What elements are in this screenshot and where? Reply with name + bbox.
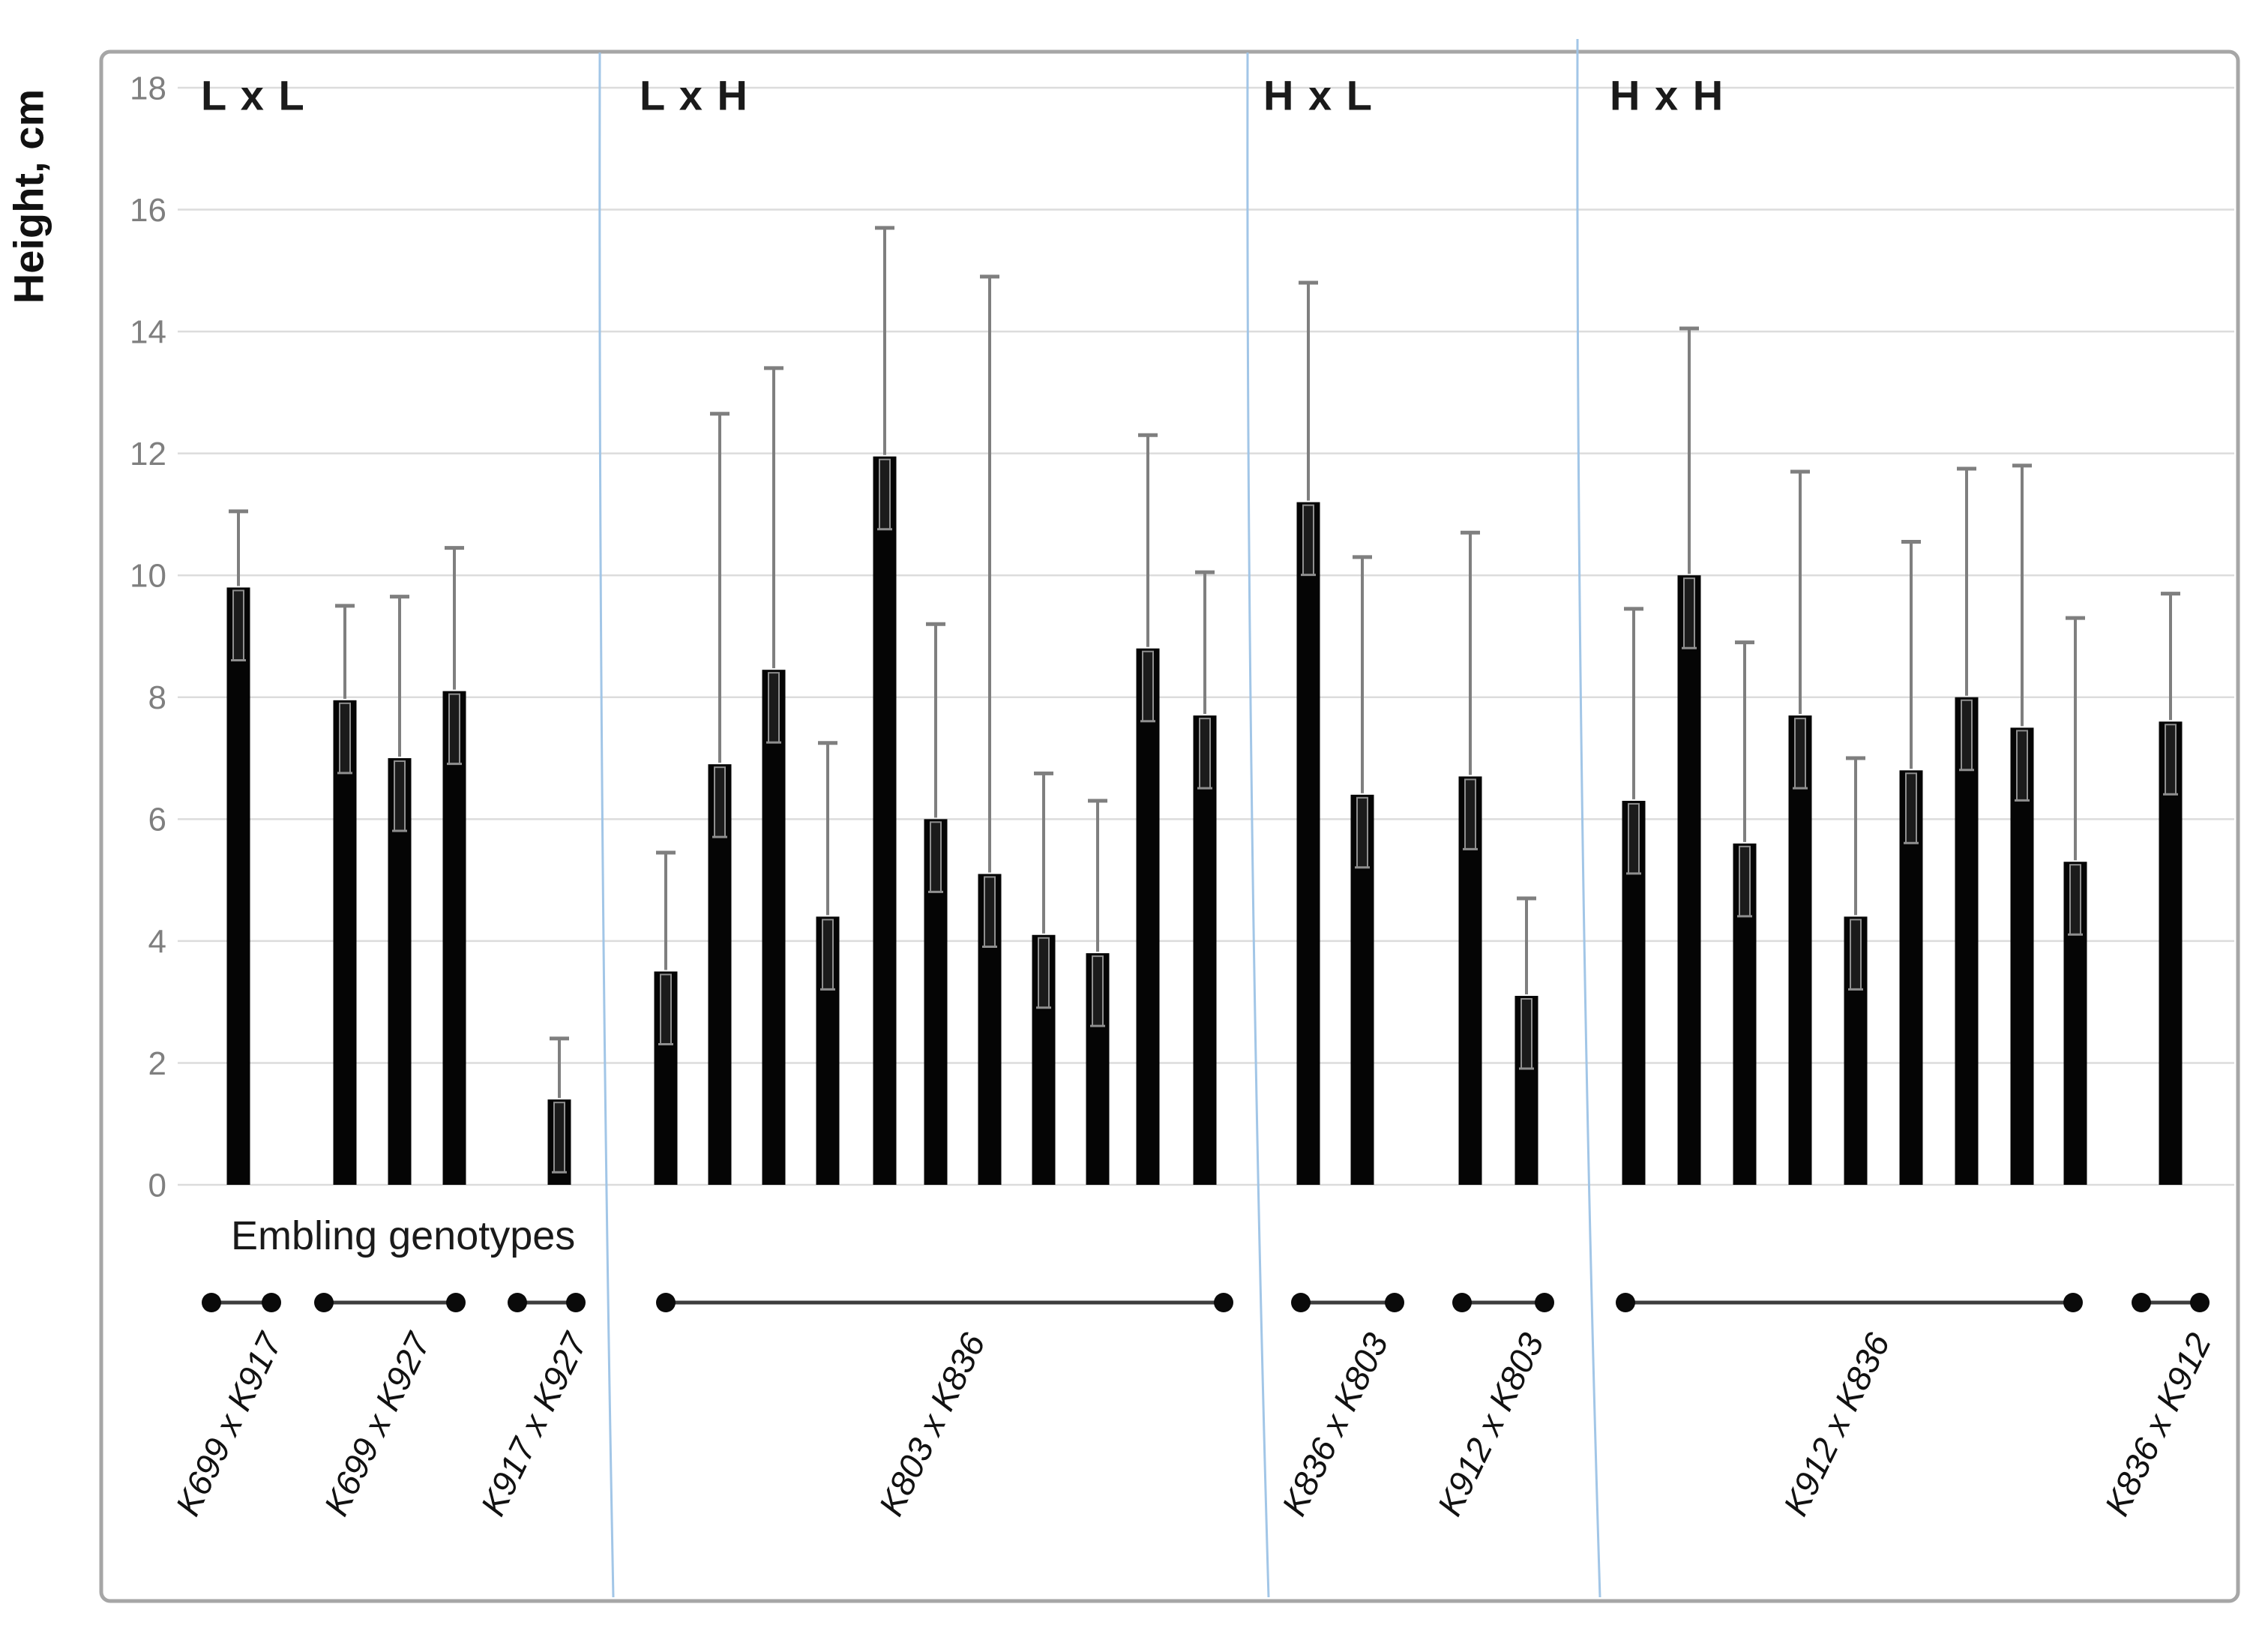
bar (762, 670, 786, 1185)
y-tick-label: 4 (148, 923, 166, 960)
group-divider-line (1576, 38, 1601, 1598)
error-whisker-lower (232, 589, 244, 661)
family-label: K836 x K912 (2097, 1327, 2219, 1522)
bar (442, 691, 466, 1185)
error-whisker-lower (879, 458, 891, 530)
family-label: K836 x K803 (1274, 1327, 1395, 1522)
family-span-dot (2132, 1293, 2151, 1312)
family-label: K917 x K927 (473, 1326, 595, 1522)
error-whisker-lower (1739, 845, 1751, 917)
family-span-dot (1214, 1293, 1233, 1312)
error-whisker-lower (2016, 730, 2028, 802)
error-whisker-lower (1038, 937, 1050, 1009)
family-label: K699 x K927 (316, 1326, 439, 1522)
x-axis-title: Embling genotypes (231, 1213, 576, 1258)
error-whisker-lower (714, 766, 726, 838)
error-whisker-lower (1520, 998, 1532, 1070)
bar (1955, 697, 1979, 1185)
error-whisker-lower (822, 919, 834, 991)
bar (1193, 715, 1217, 1185)
family-span-dot (1535, 1293, 1554, 1312)
family-span-dot (1385, 1293, 1404, 1312)
group-label: H x L (1263, 72, 1374, 119)
y-tick-label: 14 (130, 313, 166, 350)
error-whisker-lower (660, 973, 672, 1045)
family-span-dot (656, 1293, 676, 1312)
group-label: L x L (201, 72, 306, 119)
error-whisker-lower (1092, 955, 1104, 1027)
y-tick-label: 2 (148, 1045, 166, 1082)
family-label: K803 x K836 (871, 1327, 993, 1522)
error-whisker-lower (1302, 504, 1314, 576)
group-divider-line (598, 52, 615, 1598)
family-span-dot (2063, 1293, 2083, 1312)
error-whisker-lower (1961, 699, 1973, 771)
family-span-dot (314, 1293, 334, 1312)
bar (2010, 727, 2034, 1185)
bar (333, 700, 357, 1185)
bar (1296, 502, 1320, 1185)
error-whisker-lower (448, 693, 460, 765)
family-span-dot (1616, 1293, 1635, 1312)
bar (2159, 721, 2183, 1185)
plot-border (99, 49, 2240, 1603)
y-tick-label: 18 (130, 70, 166, 106)
error-whisker-lower (394, 760, 406, 832)
family-span-dot (566, 1293, 586, 1312)
error-whisker-lower (930, 821, 942, 893)
error-whisker-lower (768, 672, 780, 744)
error-whisker-lower (1905, 772, 1917, 844)
family-label: K912 x K836 (1775, 1327, 1897, 1522)
error-whisker-lower (1850, 919, 1862, 991)
family-span-dot (262, 1293, 281, 1312)
error-whisker-lower (553, 1102, 565, 1174)
bar (873, 456, 897, 1185)
error-whisker-lower (339, 702, 351, 774)
y-tick-label: 16 (130, 192, 166, 229)
y-tick-label: 6 (148, 802, 166, 838)
error-whisker-lower (1464, 778, 1476, 850)
error-whisker-lower (1142, 650, 1154, 722)
family-span-dot (508, 1293, 527, 1312)
family-label: K699 x K917 (168, 1326, 290, 1522)
error-whisker-lower (1628, 802, 1640, 874)
bar (1136, 648, 1160, 1185)
error-whisker-lower (1356, 796, 1368, 868)
error-whisker-lower (2165, 724, 2177, 796)
bar (1788, 715, 1812, 1185)
bar (226, 587, 250, 1185)
family-span-dot (446, 1293, 466, 1312)
family-span-dot (2190, 1293, 2210, 1312)
error-whisker-lower (1794, 718, 1806, 790)
family-span-dot (1291, 1293, 1311, 1312)
y-tick-label: 10 (130, 558, 166, 595)
error-whisker-lower (2069, 864, 2081, 936)
error-whisker-lower (984, 876, 996, 948)
bar (1677, 575, 1701, 1185)
y-tick-label: 8 (148, 679, 166, 716)
family-label: K912 x K803 (1430, 1327, 1551, 1522)
group-divider-line (1246, 52, 1270, 1598)
group-label: H x H (1610, 72, 1724, 119)
error-whisker-lower (1199, 718, 1211, 790)
family-span-dot (1452, 1293, 1472, 1312)
y-axis-title: Height, cm (4, 88, 52, 304)
error-whisker-lower (1683, 577, 1695, 649)
group-label: L x H (640, 72, 749, 119)
y-tick-label: 12 (130, 436, 166, 472)
y-tick-label: 0 (148, 1167, 166, 1204)
family-span-dot (202, 1293, 221, 1312)
